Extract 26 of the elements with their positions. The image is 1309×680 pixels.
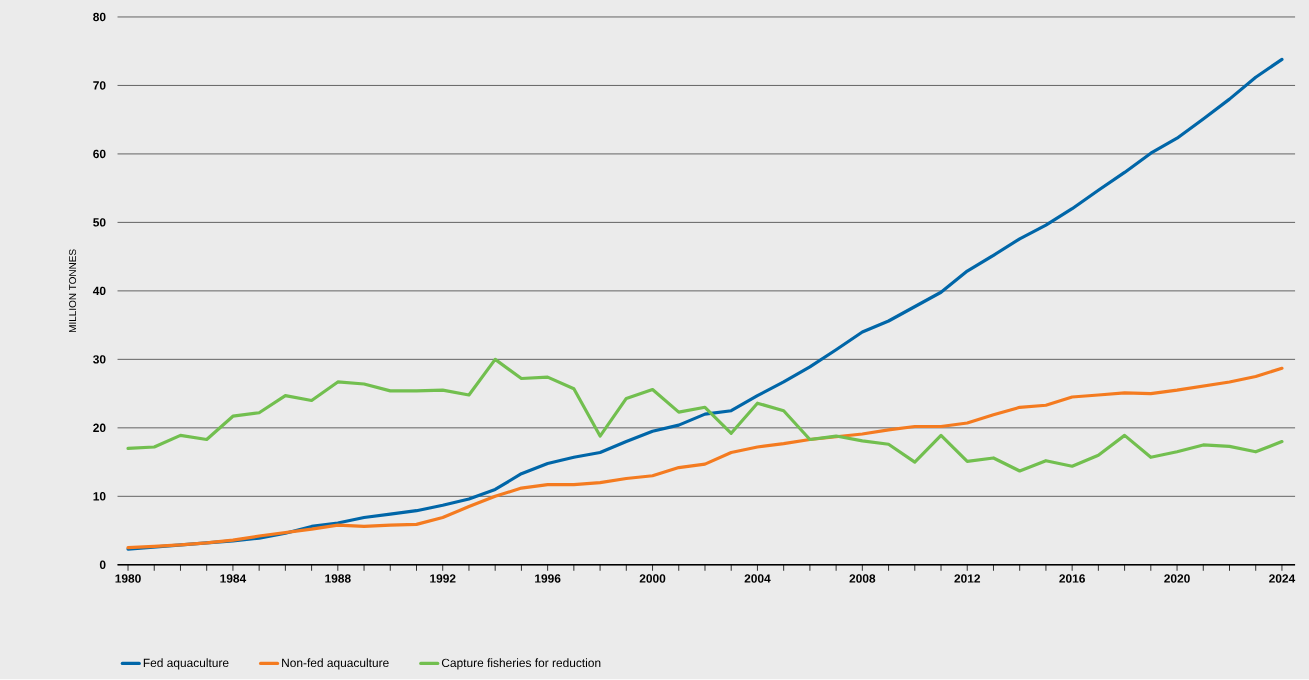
x-tick-label: 2012 (954, 574, 981, 583)
x-tick-label: 1980 (115, 574, 141, 583)
x-tick-label: 1984 (220, 574, 247, 583)
y-tick-label: 60 (93, 149, 106, 159)
x-tick-label: 2008 (849, 574, 876, 583)
y-tick-label: 70 (93, 81, 106, 90)
legend-label: Non-fed aquaculture (282, 658, 389, 670)
x-tick-label: 2020 (1164, 574, 1190, 583)
x-tick-label: 1992 (430, 574, 456, 583)
y-tick-label: 20 (93, 423, 106, 433)
y-tick-label: 10 (93, 492, 106, 501)
x-tick-label: 2004 (744, 574, 771, 583)
y-tick-label: 0 (99, 560, 106, 570)
x-tick-label: 1988 (325, 574, 351, 583)
y-tick-label: 30 (93, 355, 106, 364)
y-axis-title: MILLION TONNES (69, 249, 77, 333)
y-tick-label: 50 (93, 218, 106, 227)
x-tick-label: 2000 (639, 574, 666, 583)
x-tick-label: 2016 (1059, 574, 1085, 583)
y-tick-label: 40 (92, 286, 106, 296)
y-tick-label: 80 (93, 12, 106, 22)
legend-label: Fed aquaculture (143, 658, 229, 670)
x-tick-label: 2024 (1269, 574, 1296, 583)
x-tick-label: 1996 (535, 574, 561, 583)
legend-label: Capture fisheries for reduction (441, 658, 601, 670)
line-series (126, 357, 1284, 473)
